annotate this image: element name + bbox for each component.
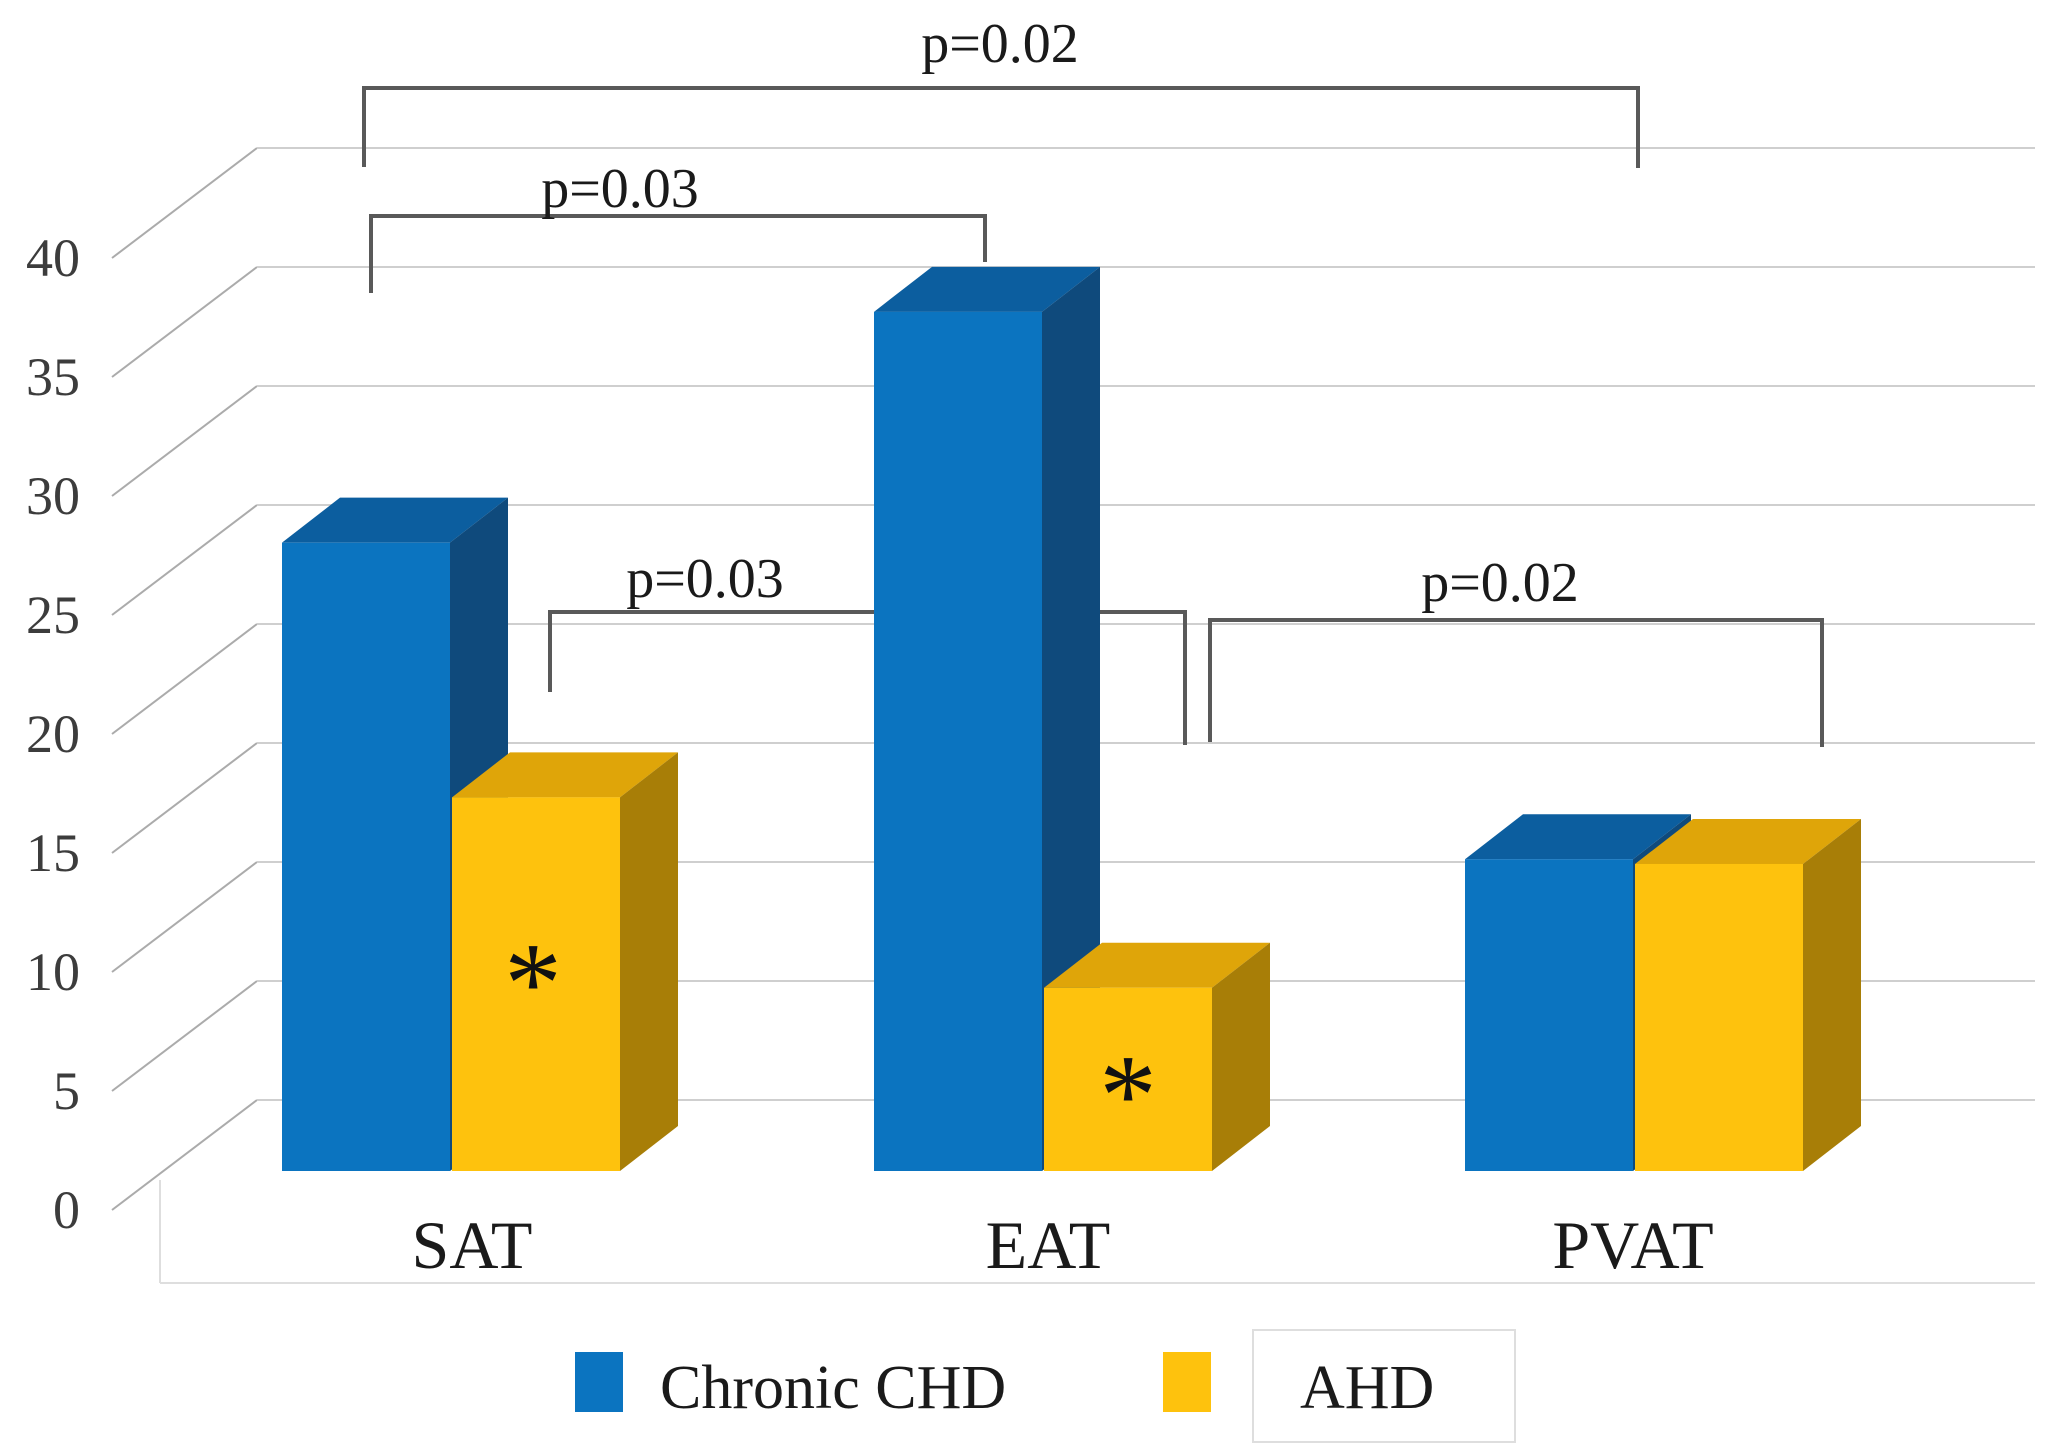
pvalue-label: p=0.03 (626, 548, 784, 610)
significance-asterisk: * (504, 920, 562, 1047)
bar-eat-chronic-chd-front (874, 311, 1042, 1171)
bar-pvat-ahd-side (1803, 818, 1861, 1171)
bar-eat-chronic-chd-side (1042, 266, 1100, 1171)
significance-layer: ** (504, 920, 1157, 1159)
bar-sat-ahd-front (452, 797, 620, 1171)
pvalue-bracket (369, 214, 987, 293)
bar-eat-ahd-side (1212, 942, 1270, 1171)
y-tick-connector (111, 147, 258, 259)
pvalue-brackets-layer: p=0.02 p=0.03 p=0.03 p=0.02 (362, 13, 1824, 747)
category-labels-layer: SAT EAT PVAT (412, 1207, 1714, 1283)
legend-label-ahd: AHD (1300, 1354, 1434, 1422)
y-axis-label: 0 (53, 1180, 80, 1240)
y-axis-label: 30 (26, 466, 80, 526)
bar-sat-chronic-chd-top (282, 497, 508, 543)
plot-border-layer (159, 1180, 2035, 1284)
pvalue-label: p=0.03 (541, 158, 699, 220)
y-tick-connector (111, 385, 258, 497)
bar-eat-ahd-front (1044, 987, 1212, 1171)
y-tick-connector (111, 861, 258, 973)
category-label-sat: SAT (412, 1207, 533, 1283)
y-tick-connector (111, 1099, 258, 1211)
pvalue-bracket (548, 610, 1187, 745)
pvalue-bracket (362, 86, 1640, 168)
y-axis-label: 20 (26, 704, 80, 764)
bar-pvat-chronic-chd-front (1465, 859, 1633, 1171)
legend: Chronic CHD AHD (575, 1329, 1516, 1443)
pvalue-label: p=0.02 (1421, 552, 1579, 614)
y-axis-label: 40 (26, 228, 80, 288)
y-tick-connector (111, 623, 258, 735)
category-label-eat: EAT (986, 1207, 1111, 1283)
legend-swatch-chronic-chd (575, 1352, 623, 1412)
bars-layer (282, 266, 1861, 1171)
y-tick-connector (111, 266, 258, 378)
pvalue-bracket (1208, 618, 1824, 747)
y-tick-connector (111, 980, 258, 1092)
legend-label-chronic-chd: Chronic CHD (660, 1354, 1006, 1422)
pvalue-label: p=0.02 (921, 13, 1079, 75)
legend-entry-box (1252, 1329, 1516, 1443)
y-tick-connector (111, 742, 258, 854)
y-tick-connector (111, 504, 258, 616)
y-axis-label: 35 (26, 347, 80, 407)
bar-pvat-chronic-chd-top (1465, 814, 1691, 860)
bar-eat-chronic-chd-top (874, 266, 1100, 312)
bar-pvat-ahd-top (1635, 818, 1861, 864)
y-axis-label: 15 (26, 823, 80, 883)
y-axis-label: 10 (26, 942, 80, 1002)
significance-asterisk: * (1099, 1032, 1157, 1159)
legend-swatch-ahd (1163, 1352, 1211, 1412)
bar-sat-chronic-chd-front (282, 542, 450, 1171)
bar-pvat-ahd-front (1635, 863, 1803, 1171)
y-axis-labels-layer: 0 5 10 15 20 25 30 35 40 (26, 228, 80, 1240)
y-axis-label: 25 (26, 585, 80, 645)
category-label-pvat: PVAT (1552, 1207, 1713, 1283)
bar-sat-ahd-side (620, 752, 678, 1171)
y-axis-label: 5 (53, 1061, 80, 1121)
bar-eat-ahd-top (1044, 942, 1270, 988)
bar-sat-ahd-top (452, 752, 678, 798)
